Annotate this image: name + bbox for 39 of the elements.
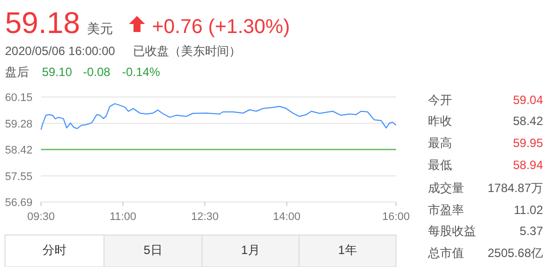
annotation: 每股收益	[428, 224, 476, 238]
annotation: 2505.68亿	[488, 246, 543, 260]
ytick: 57.55	[5, 170, 33, 183]
annotation: 59.95	[512, 136, 543, 150]
ytick: 60.15	[5, 92, 33, 104]
control-tab: 分时	[4, 234, 104, 267]
annotation: 已收盘（美东时间）	[133, 44, 241, 58]
annotation: 59.04	[512, 93, 543, 107]
ytick: 59.28	[5, 118, 33, 130]
control-tab: 1月	[202, 234, 300, 267]
xtick: 09:30	[27, 211, 55, 223]
annotation: 总市值	[428, 246, 464, 260]
annotation: 美元	[87, 21, 113, 36]
annotation: 58.94	[512, 158, 543, 172]
control-tab: 1年	[298, 234, 396, 267]
annotation: -0.08	[83, 65, 110, 79]
annotation: -0.14%	[122, 65, 160, 79]
annotation: 成交量	[428, 181, 464, 195]
title: 59.18	[5, 7, 80, 40]
ytick: 58.42	[5, 144, 33, 156]
annotation: 最低	[428, 158, 452, 172]
xtick: 14:00	[273, 211, 301, 223]
xtick: 12:30	[191, 211, 219, 223]
control-tab: 5日	[104, 234, 202, 267]
annotation: 最高	[428, 136, 452, 150]
annotation: 2020/05/06 16:00:00	[5, 44, 116, 58]
annotation: +0.76 (+1.30%)	[152, 16, 290, 38]
annotation: 11.02	[514, 203, 543, 217]
annotation: 昨收	[428, 114, 452, 128]
annotation: 市盈率	[428, 203, 464, 217]
annotation: 1784.87万	[488, 181, 543, 195]
annotation: 59.10	[42, 65, 72, 79]
xtick: 16:00	[382, 211, 410, 223]
annotation: 58.42	[512, 114, 543, 128]
annotation: 今开	[428, 93, 452, 107]
annotation: 盘后	[5, 65, 29, 79]
xtick: 11:00	[110, 211, 136, 223]
ytick: 56.69	[5, 197, 33, 209]
annotation: 5.37	[520, 224, 543, 238]
